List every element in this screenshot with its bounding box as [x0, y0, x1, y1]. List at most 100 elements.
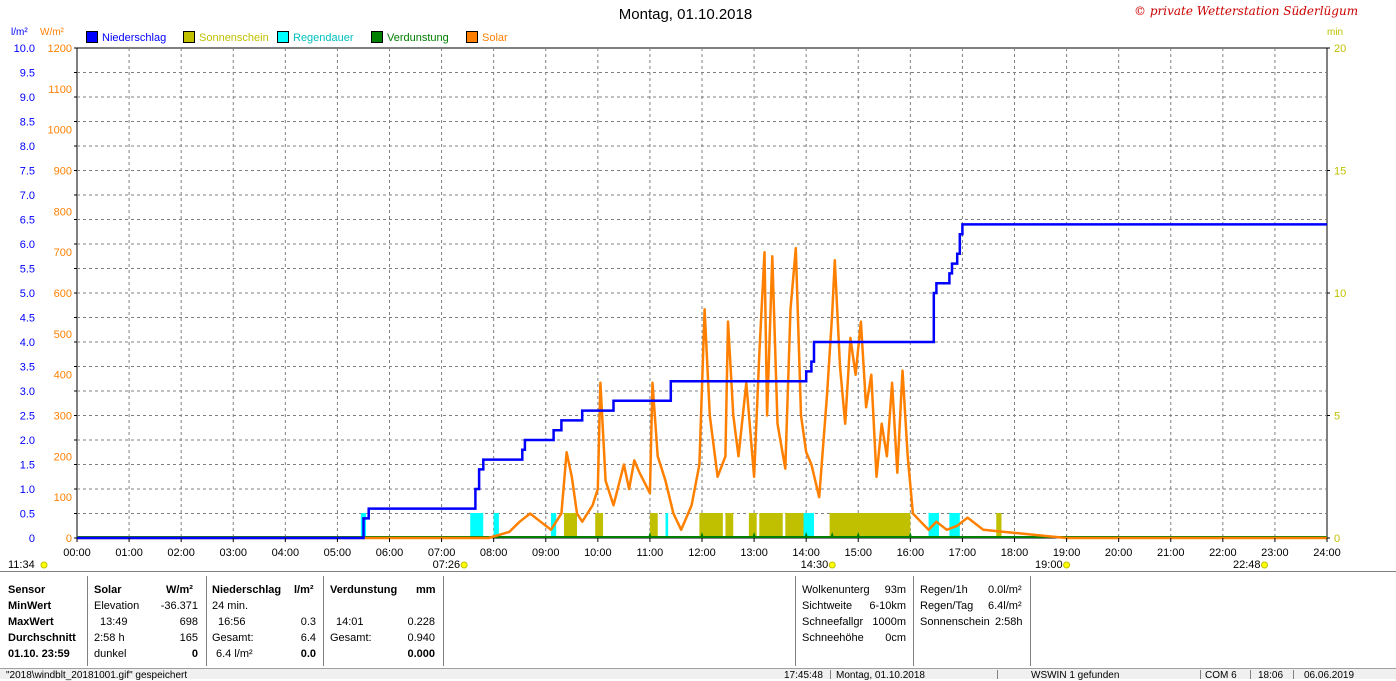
tick-label-solar: 400: [54, 370, 72, 382]
tick-label-precip: 3.0: [20, 386, 35, 398]
event-marker-label: 14:30: [801, 559, 829, 571]
tick-label-time: 03:00: [219, 547, 247, 559]
wolken-r1-label: Sichtweite: [802, 600, 853, 612]
tick-label-time: 19:00: [1053, 547, 1081, 559]
tick-label-precip: 8.5: [20, 117, 35, 129]
regen-r2-label: Sonnenschein: [920, 616, 990, 628]
sensor-row-avg: Durchschnitt: [8, 632, 76, 644]
wolken-r3-label: Schneehöhe: [802, 632, 864, 644]
sensor-row-max: MaxWert: [8, 616, 54, 628]
tick-label-precip: 3.5: [20, 362, 35, 374]
chart-axes: 10.0 9.5 9.0 8.5 8.0 7.5 7.0 6.5 6.0 5.5 5.0 4.5 4.0…: [8, 43, 1346, 571]
niederschlag-unit: l/m²: [294, 584, 314, 596]
sunshine-bar: [699, 513, 723, 538]
regen-r1-value: 6.4l/m²: [988, 600, 1022, 612]
legend-label: Verdunstung: [387, 32, 449, 44]
tick-label-time: 05:00: [324, 547, 352, 559]
tick-label-time: 12:00: [688, 547, 716, 559]
stats-panel: Sensor MinWert MaxWert Durchschnitt 01.1…: [0, 571, 1396, 671]
event-marker-dot: [40, 561, 48, 569]
tick-label-time: 18:00: [1001, 547, 1029, 559]
tick-label-time: 08:00: [480, 547, 508, 559]
tick-label-precip: 1.0: [20, 484, 35, 496]
tick-label-solar: 500: [54, 329, 72, 341]
tick-label-precip: 6.5: [20, 215, 35, 227]
tick-label-minutes: 10: [1334, 288, 1346, 300]
legend-label: Sonnenschein: [199, 32, 269, 44]
divider: [323, 576, 324, 666]
legend-solar: Solar: [466, 31, 508, 44]
legend-verdunstung: Verdunstung: [371, 31, 449, 44]
niederschlag-r0-label: 24 min.: [212, 600, 249, 612]
event-marker-dot: [1261, 561, 1268, 569]
tick-label-solar: 300: [54, 411, 72, 423]
tick-label-time: 14:00: [792, 547, 820, 559]
sensor-header: Sensor: [8, 584, 46, 596]
divider: [795, 576, 796, 666]
solar-r0-label: Elevation: [94, 600, 140, 612]
solar-r3-value: 0: [191, 648, 198, 660]
tick-label-precip: 0: [29, 533, 35, 545]
solar-r2-value: 165: [179, 632, 198, 644]
axis-unit-precip: l/m²: [11, 27, 28, 38]
sunshine-bar: [829, 513, 911, 538]
event-marker-label: 22:48: [1233, 559, 1261, 571]
sensor-row-date: 01.10. 23:59: [8, 648, 70, 660]
chart-background: [0, 0, 1396, 571]
tick-label-solar: 1100: [48, 84, 72, 96]
tick-label-minutes: 0: [1334, 533, 1340, 545]
legend-swatch-niederschlag: [86, 31, 98, 43]
verdunstung-r1-label: 14:01: [336, 616, 364, 628]
tick-label-time: 09:00: [532, 547, 560, 559]
niederschlag-r2-label: Gesamt:: [212, 632, 254, 644]
status-divider: [1200, 670, 1201, 679]
niederschlag-r2-value: 6.4: [300, 632, 316, 644]
tick-label-time: 23:00: [1261, 547, 1289, 559]
tick-label-solar: 0: [66, 533, 72, 545]
tick-label-minutes: 15: [1334, 166, 1346, 178]
verdunstung-r2-value: 0.940: [407, 632, 435, 644]
event-marker-dot: [1063, 561, 1071, 569]
status-today: 06.06.2019: [1304, 670, 1355, 681]
sensor-row-min: MinWert: [8, 600, 52, 612]
tick-label-time: 15:00: [844, 547, 872, 559]
wolken-r1-value: 6-10km: [869, 600, 906, 612]
status-divider: [830, 670, 831, 679]
tick-label-time: 11:00: [637, 547, 664, 559]
regen-r2-value: 2:58h: [995, 616, 1023, 628]
sunshine-bar: [725, 513, 734, 538]
wolken-r3-value: 0cm: [885, 632, 906, 644]
legend-label: Niederschlag: [102, 32, 167, 44]
tick-label-precip: 8.0: [20, 141, 35, 153]
status-divider: [997, 670, 998, 679]
tick-label-solar: 600: [54, 288, 72, 300]
sunshine-bar: [649, 513, 658, 538]
solar-r3-label: dunkel: [94, 648, 127, 660]
solar-r1-label: 13:49: [100, 616, 128, 628]
sunshine-bar: [996, 513, 1002, 538]
verdunstung-unit: mm: [416, 584, 436, 596]
tick-label-precip: 4.5: [20, 313, 35, 325]
tick-label-solar: 100: [54, 492, 72, 504]
verdunstung-header: Verdunstung: [330, 584, 398, 596]
tick-label-precip: 10.0: [14, 43, 35, 55]
status-divider: [1293, 670, 1294, 679]
sunshine-bar: [595, 513, 604, 538]
event-marker-dot: [460, 561, 468, 569]
legend-swatch-verdunstung: [371, 31, 383, 43]
tick-label-time: 10:00: [584, 547, 612, 559]
legend-label: Regendauer: [293, 32, 354, 44]
wolken-r0-label: Wolkenunterg: [802, 584, 870, 596]
solar-r2-label: 2:58 h: [94, 632, 125, 644]
legend-swatch-solar: [466, 31, 478, 43]
event-marker-label: 07:26: [433, 559, 461, 571]
tick-label-solar: 1000: [48, 125, 72, 137]
panel-top-border: [0, 571, 1396, 572]
niederschlag-r1-label: 16:56: [218, 616, 246, 628]
status-divider: [1250, 670, 1251, 679]
chart-grid: [76, 47, 1328, 539]
tick-label-time: 17:00: [949, 547, 977, 559]
line-series: [77, 223, 1327, 540]
legend-sonnenschein: Sonnenschein: [183, 31, 269, 44]
tick-label-time: 16:00: [897, 547, 925, 559]
